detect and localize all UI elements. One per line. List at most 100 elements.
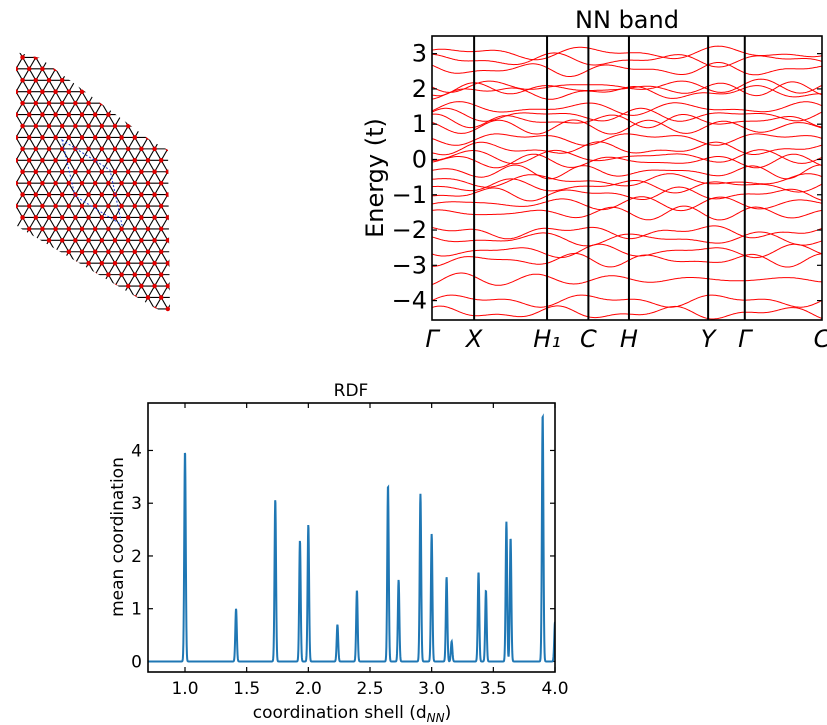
lattice-bond [22,262,30,275]
lattice-site [26,112,32,117]
band-line [432,196,822,212]
lattice-site [26,66,32,72]
lattice-site [86,260,91,266]
lattice-site [59,238,65,243]
lattice-diagram [16,44,177,312]
lattice-site [152,146,157,152]
lattice-bond [68,262,76,275]
lattice-site [20,306,25,312]
lattice-bond [107,91,116,104]
lattice-site [92,295,98,300]
lattice-bond [167,52,170,58]
lattice-bond [16,285,24,298]
lattice-site [158,66,164,72]
lattice-bond [48,251,57,264]
lattice-site [67,44,72,49]
lattice-site [20,215,25,220]
lattice-bond [68,57,76,70]
band-line [432,101,822,116]
lattice-site [132,203,138,209]
lattice-bond [167,91,170,104]
lattice-site [165,192,170,197]
lattice-site [66,249,72,255]
lattice-site [86,238,91,243]
band-y-tick-label: −1 [392,181,427,209]
lattice-site [145,226,151,232]
lattice-site [132,112,138,117]
lattice-site [99,260,105,266]
lattice-site [106,44,111,49]
lattice-site [40,44,45,49]
lattice-bond [167,137,170,150]
rdf-y-tick-label: 2 [131,547,142,567]
lattice-site [33,146,39,152]
lattice-bond [74,57,83,70]
lattice-site [165,169,170,175]
lattice-site [40,135,45,140]
lattice-site [73,123,78,129]
lattice-site [20,238,25,243]
lattice-site [86,283,91,289]
lattice-site [165,146,170,152]
lattice-bond [127,68,136,81]
lattice-bond [48,57,57,70]
lattice-site [112,55,118,60]
lattice-site [33,215,39,220]
lattice-site [172,44,177,49]
lattice-site [106,295,111,300]
rdf-x-tick-label: 2.0 [295,679,322,699]
lattice-site [92,249,98,255]
band-line [432,153,822,169]
lattice-site [145,112,151,117]
lattice-site [158,135,164,140]
band-line [432,113,822,129]
lattice-bond [88,297,96,310]
lattice-site [172,249,177,254]
lattice-site [73,192,78,197]
lattice-bond [147,91,156,104]
lattice-site [16,295,19,300]
lattice-site [40,203,45,209]
lattice-bond [127,91,136,104]
lattice-site [33,192,39,197]
band-y-tick-label: −2 [392,216,427,244]
lattice-site [139,306,144,312]
lattice-bond [121,91,129,104]
lattice-bond [114,80,123,92]
lattice-bond [114,52,123,58]
lattice-bond [55,285,63,298]
lattice-site [99,55,105,60]
lattice-site [20,100,25,106]
band-line [432,305,822,320]
lattice-bond [127,114,136,127]
lattice-site [73,260,78,266]
lattice-bond [154,52,162,58]
lattice-site [33,283,39,289]
lattice-bond [167,171,170,184]
lattice-site [46,55,52,60]
lattice-site [66,295,72,300]
lattice-site [139,215,144,220]
lattice-bond [16,274,24,287]
lattice-bond [140,91,149,104]
lattice-bond [167,57,170,70]
band-y-tick-label: −3 [392,251,427,279]
lattice-site [93,44,98,49]
lattice-site [86,77,91,83]
lattice-site [125,306,131,312]
lattice-site [20,169,25,175]
lattice-bond [35,240,43,253]
lattice-bond [81,57,90,70]
lattice-bond [154,57,162,70]
lattice-site [119,249,124,255]
lattice-site [125,192,131,197]
lattice-bond [16,228,24,241]
rdf-xlabel-sub: NN [427,711,445,725]
lattice-site [99,146,105,152]
lattice-bond [48,285,57,298]
lattice-bond [88,80,96,92]
lattice-bond [28,274,37,287]
lattice-site [46,238,52,243]
lattice-site [46,306,52,312]
